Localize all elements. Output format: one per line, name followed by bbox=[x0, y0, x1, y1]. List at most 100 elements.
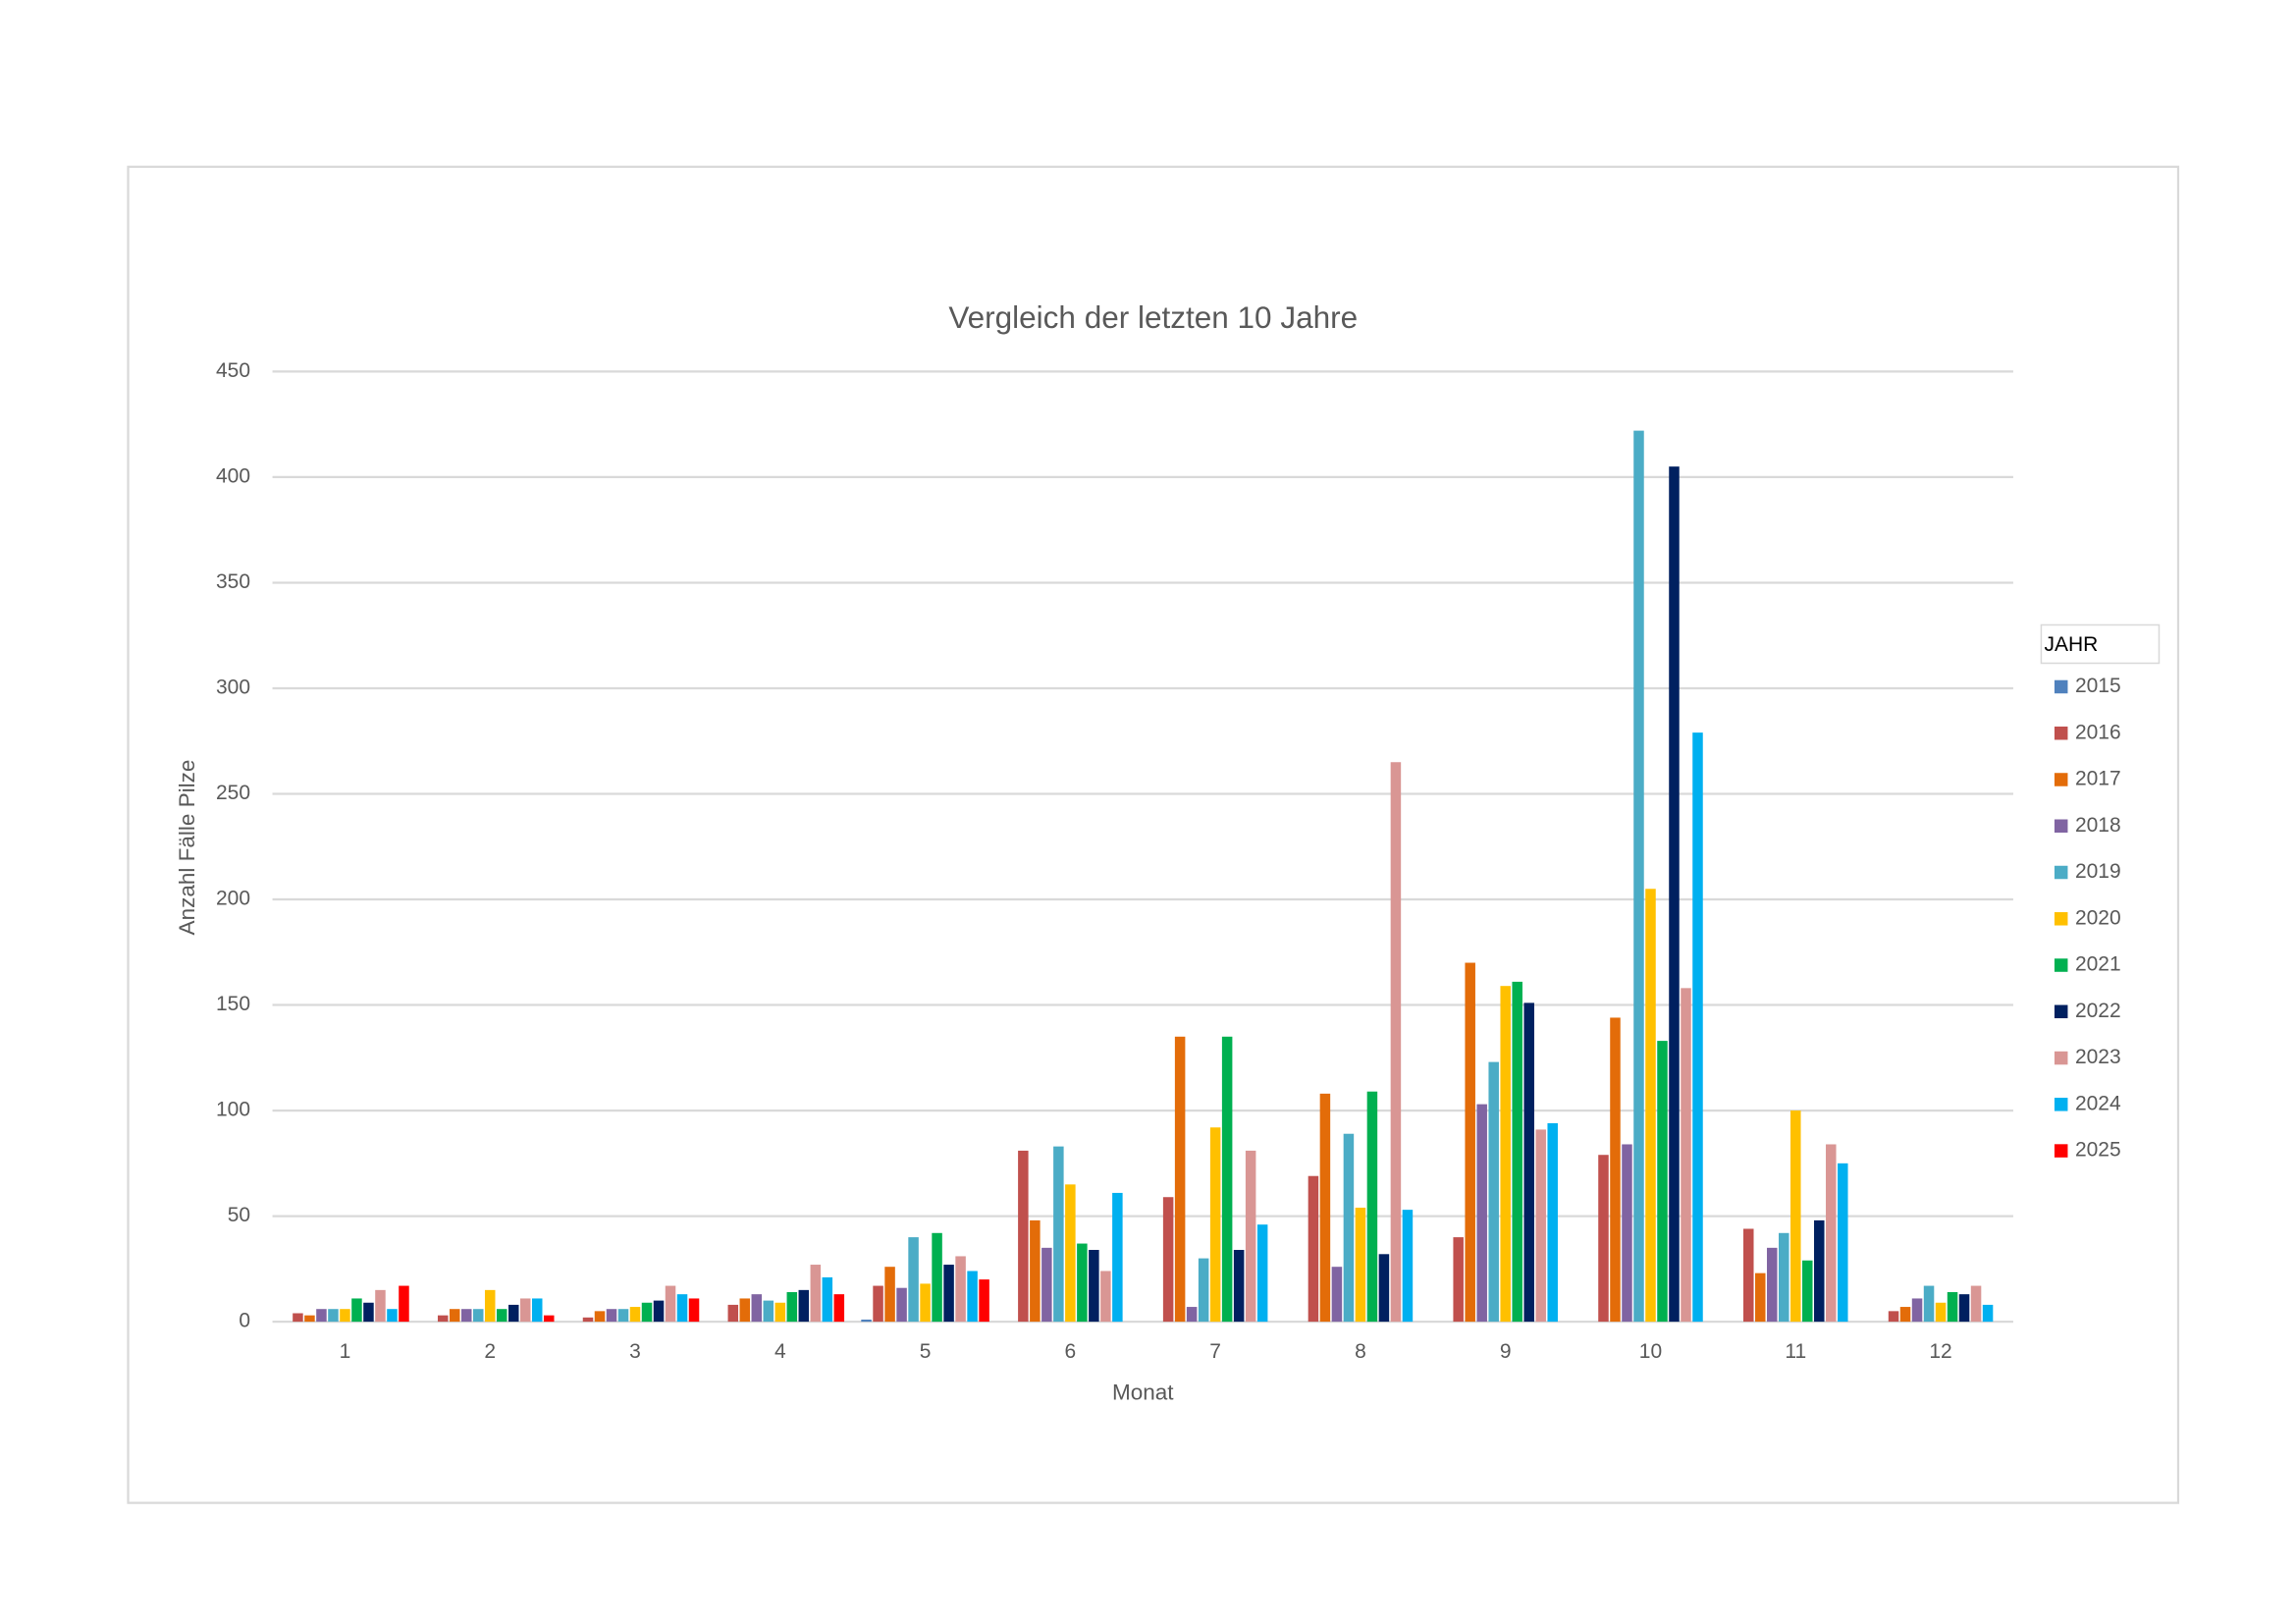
bar bbox=[1767, 1247, 1778, 1323]
bar bbox=[810, 1265, 822, 1323]
bar bbox=[1390, 762, 1402, 1323]
bar bbox=[1535, 1129, 1546, 1323]
legend-swatch bbox=[2054, 1004, 2068, 1019]
x-tick-label: 7 bbox=[1209, 1340, 1221, 1363]
bar bbox=[1982, 1304, 1994, 1323]
bar bbox=[375, 1289, 386, 1323]
bar bbox=[582, 1317, 594, 1323]
bar bbox=[641, 1302, 653, 1323]
y-tick-label: 450 bbox=[216, 359, 250, 382]
bar bbox=[943, 1265, 954, 1323]
y-tick-label: 350 bbox=[216, 570, 250, 593]
bar bbox=[472, 1309, 484, 1323]
bar bbox=[1958, 1294, 1970, 1323]
bar bbox=[1488, 1061, 1499, 1323]
bar bbox=[763, 1300, 774, 1323]
bar bbox=[1500, 986, 1511, 1323]
bar bbox=[884, 1267, 895, 1323]
bar bbox=[1547, 1122, 1558, 1323]
bar bbox=[1053, 1146, 1064, 1323]
bar bbox=[1112, 1192, 1123, 1323]
bar bbox=[1935, 1302, 1947, 1323]
legend-label: 2022 bbox=[2075, 1000, 2121, 1022]
bar bbox=[727, 1304, 739, 1323]
bar bbox=[460, 1309, 472, 1323]
y-tick-label: 150 bbox=[216, 993, 250, 1015]
bar bbox=[1681, 988, 1691, 1323]
bar bbox=[1610, 1017, 1621, 1323]
y-tick-label: 250 bbox=[216, 782, 250, 804]
bar bbox=[1065, 1184, 1076, 1323]
bar bbox=[1802, 1260, 1813, 1323]
y-tick-label: 400 bbox=[216, 464, 250, 487]
bar bbox=[1465, 962, 1475, 1323]
legend-label: 2019 bbox=[2075, 860, 2121, 883]
legend-label: 2021 bbox=[2075, 953, 2121, 976]
bar bbox=[1186, 1307, 1198, 1323]
bar bbox=[316, 1309, 327, 1323]
legend-swatch bbox=[2054, 773, 2068, 786]
bar bbox=[676, 1294, 688, 1323]
x-tick-label: 8 bbox=[1355, 1340, 1366, 1363]
bar bbox=[1077, 1243, 1088, 1323]
legend-title-box bbox=[2040, 623, 2161, 665]
bar bbox=[1523, 1002, 1534, 1323]
bar bbox=[1838, 1163, 1848, 1323]
bar bbox=[1041, 1247, 1052, 1323]
chart-title: Vergleich der letzten 10 Jahre bbox=[948, 299, 1358, 335]
x-tick-label: 5 bbox=[920, 1340, 932, 1363]
x-tick-label: 2 bbox=[484, 1340, 496, 1363]
bar bbox=[1030, 1219, 1041, 1323]
bar bbox=[1378, 1254, 1390, 1323]
x-tick-label: 9 bbox=[1500, 1340, 1512, 1363]
bar bbox=[1622, 1144, 1632, 1323]
legend-label: 2024 bbox=[2075, 1092, 2121, 1114]
bar bbox=[543, 1315, 555, 1323]
bar bbox=[1814, 1219, 1825, 1323]
bar bbox=[1923, 1285, 1935, 1323]
bar bbox=[1899, 1307, 1911, 1323]
bar bbox=[1826, 1144, 1837, 1323]
bar bbox=[1319, 1093, 1331, 1323]
bar bbox=[873, 1285, 883, 1323]
bar bbox=[1174, 1036, 1186, 1323]
bar bbox=[328, 1309, 339, 1323]
bar bbox=[629, 1307, 641, 1323]
bar bbox=[665, 1285, 676, 1323]
bar bbox=[1366, 1091, 1378, 1323]
bar bbox=[1476, 1104, 1487, 1323]
bar bbox=[833, 1294, 845, 1323]
bar bbox=[1947, 1292, 1958, 1323]
bar bbox=[932, 1232, 942, 1323]
bar bbox=[1512, 981, 1522, 1323]
legend-swatch bbox=[2054, 1051, 2068, 1065]
x-tick-label: 4 bbox=[774, 1340, 786, 1363]
bar bbox=[1343, 1133, 1355, 1323]
x-tick-label: 6 bbox=[1065, 1340, 1077, 1363]
legend-swatch bbox=[2054, 865, 2068, 880]
bar bbox=[1089, 1249, 1099, 1323]
legend-label: 2015 bbox=[2075, 675, 2121, 697]
bar bbox=[1779, 1232, 1789, 1323]
bar bbox=[1198, 1258, 1209, 1323]
bar bbox=[1970, 1285, 1982, 1323]
bar bbox=[449, 1309, 460, 1323]
bar bbox=[774, 1302, 786, 1323]
bar bbox=[437, 1315, 449, 1323]
bar bbox=[1692, 732, 1703, 1323]
bar bbox=[606, 1309, 617, 1323]
bar bbox=[387, 1309, 398, 1323]
bar bbox=[617, 1309, 629, 1323]
legend-label: 2025 bbox=[2075, 1139, 2121, 1162]
x-tick-label: 11 bbox=[1785, 1340, 1806, 1363]
bar bbox=[1743, 1228, 1754, 1323]
legend-swatch bbox=[2054, 958, 2068, 972]
bar bbox=[1669, 466, 1680, 1323]
bar bbox=[786, 1292, 798, 1323]
bar bbox=[653, 1300, 665, 1323]
bar bbox=[861, 1319, 872, 1323]
legend-label: 2018 bbox=[2075, 814, 2121, 837]
x-tick-label: 1 bbox=[340, 1340, 351, 1363]
bar bbox=[1221, 1036, 1233, 1323]
